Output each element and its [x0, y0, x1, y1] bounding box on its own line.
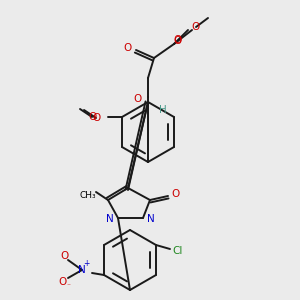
- Text: O: O: [134, 94, 142, 104]
- Text: ⁻: ⁻: [66, 281, 70, 290]
- Text: N: N: [78, 265, 86, 275]
- Text: O: O: [58, 277, 66, 287]
- Text: O: O: [192, 22, 200, 32]
- Text: O: O: [172, 189, 180, 199]
- Text: O: O: [173, 36, 181, 46]
- Text: O: O: [124, 43, 132, 53]
- Text: +: +: [83, 260, 89, 268]
- Text: O: O: [60, 251, 68, 261]
- Text: N: N: [147, 214, 155, 224]
- Text: N: N: [106, 214, 114, 224]
- Text: CH₃: CH₃: [80, 190, 96, 200]
- Text: O: O: [92, 113, 100, 123]
- Text: Cl: Cl: [173, 246, 183, 256]
- Text: O: O: [88, 112, 96, 122]
- Text: O: O: [173, 35, 181, 45]
- Text: H: H: [159, 105, 167, 115]
